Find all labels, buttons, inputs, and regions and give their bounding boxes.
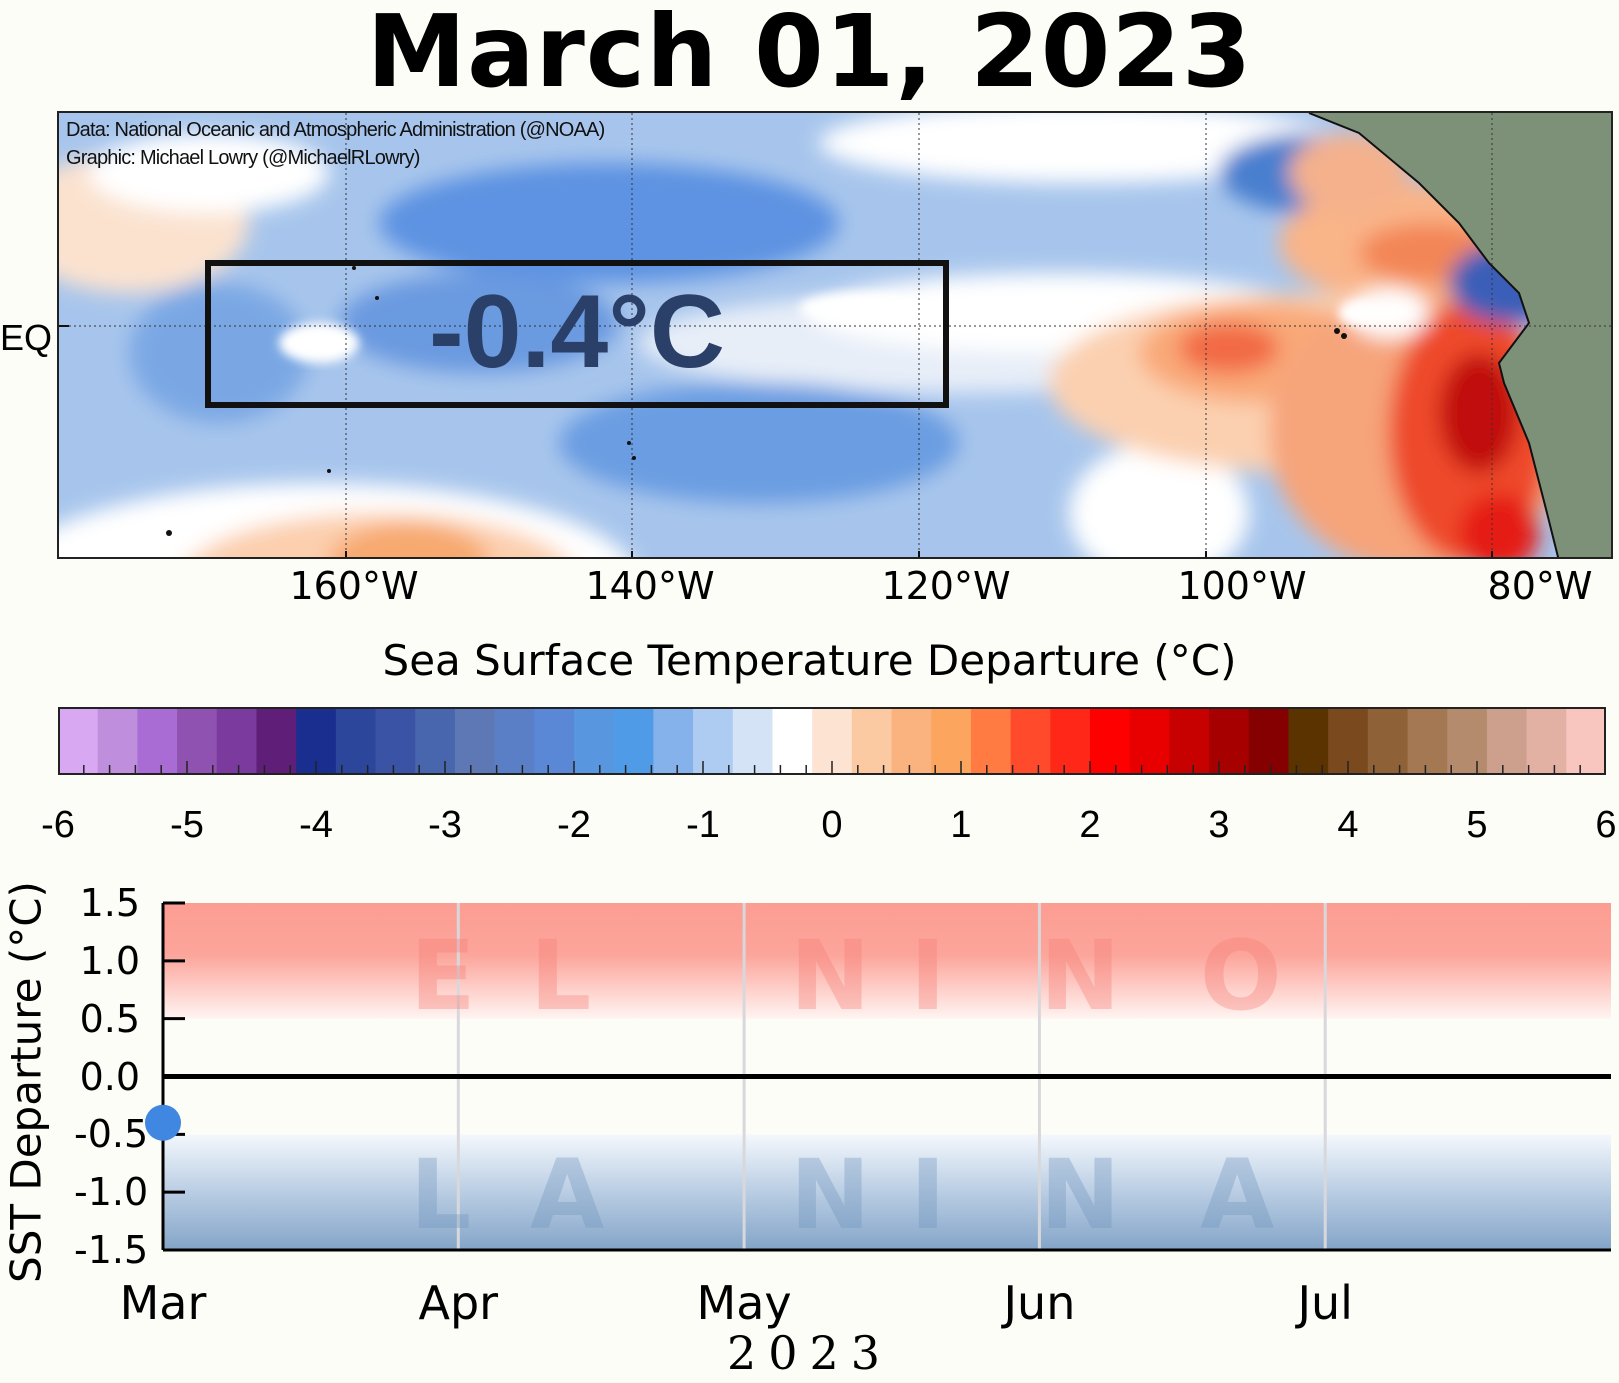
colorbar-swatch bbox=[216, 707, 258, 775]
colorbar-tick-label: -5 bbox=[170, 804, 204, 846]
nino34-region-box bbox=[205, 260, 949, 408]
month-label: Jul bbox=[1297, 1276, 1353, 1330]
plot-frame bbox=[161, 901, 1611, 1252]
colorbar-swatch bbox=[1447, 707, 1488, 775]
month-label: Apr bbox=[418, 1276, 499, 1330]
colorbar-swatch bbox=[97, 707, 138, 775]
colorbar-tick-label: -1 bbox=[686, 804, 720, 846]
colorbar-swatch bbox=[415, 707, 456, 775]
colorbar-swatch bbox=[1090, 707, 1131, 775]
phase-letter: O bbox=[1200, 920, 1282, 1032]
colorbar-tick-label: -4 bbox=[299, 804, 333, 846]
colorbar-swatch bbox=[1526, 707, 1567, 775]
y-tick-label: 1.5 bbox=[79, 881, 140, 925]
equator-label: EQ bbox=[0, 317, 53, 358]
sst-anomaly-map: Data: National Oceanic and Atmospheric A… bbox=[57, 111, 1613, 559]
colorbar-swatch bbox=[653, 707, 694, 775]
colorbar-swatch bbox=[1209, 707, 1250, 775]
nino34-value: -0.4°C bbox=[429, 274, 725, 390]
colorbar-tick-label: -6 bbox=[41, 804, 75, 846]
phase-letter: A bbox=[530, 1139, 605, 1251]
phase-letter: N bbox=[790, 1139, 871, 1251]
colorbar-swatch bbox=[1169, 707, 1210, 775]
colorbar-swatch bbox=[613, 707, 654, 775]
colorbar-swatch bbox=[1248, 707, 1290, 775]
y-axis-label: SST Departure (°C) bbox=[1, 881, 51, 1283]
phase-letter: N bbox=[1040, 920, 1121, 1032]
colorbar-swatch bbox=[970, 707, 1012, 775]
colorbar-swatch bbox=[851, 707, 893, 775]
y-tick-label: 1.0 bbox=[79, 938, 140, 983]
colorbar-swatch bbox=[137, 707, 178, 775]
el-nino-band bbox=[163, 903, 1611, 1019]
colorbar-tick-label: 6 bbox=[1595, 804, 1617, 846]
colorbar-tick-label: 4 bbox=[1337, 804, 1359, 846]
colorbar-swatch bbox=[58, 707, 99, 775]
colorbar-swatch bbox=[534, 707, 575, 775]
colorbar-tick-label: 1 bbox=[950, 804, 972, 846]
colorbar-swatch bbox=[494, 707, 535, 775]
colorbar-swatch bbox=[1367, 707, 1409, 775]
colorbar-swatch bbox=[1050, 707, 1091, 775]
colorbar-swatch bbox=[177, 707, 218, 775]
colorbar-swatch bbox=[375, 707, 416, 775]
colorbar-swatch bbox=[454, 707, 496, 775]
colorbar-swatch bbox=[891, 707, 932, 775]
phase-letter: I bbox=[910, 1139, 946, 1251]
phase-letter: N bbox=[1040, 1139, 1121, 1251]
year-label: 2023 bbox=[726, 1326, 893, 1380]
y-tick-label: 0.5 bbox=[79, 996, 140, 1041]
colorbar-swatch bbox=[772, 707, 813, 775]
colorbar-tick-label: 3 bbox=[1208, 804, 1230, 846]
month-label: Mar bbox=[119, 1276, 207, 1330]
phase-letter: L bbox=[530, 920, 592, 1032]
colorbar-swatch bbox=[1129, 707, 1170, 775]
data-point bbox=[145, 1104, 181, 1141]
colorbar-swatch bbox=[574, 707, 615, 775]
colorbar bbox=[58, 707, 1606, 775]
colorbar-swatch bbox=[693, 707, 734, 775]
phase-letter: E bbox=[410, 920, 476, 1032]
data-points bbox=[145, 1104, 181, 1141]
colorbar-swatch bbox=[1566, 707, 1606, 775]
longitude-label: 140°W bbox=[585, 564, 715, 608]
la-nina-band bbox=[163, 1134, 1611, 1250]
colorbar-swatch bbox=[1486, 707, 1528, 775]
y-tick-label: -0.5 bbox=[74, 1112, 149, 1157]
longitude-label: 120°W bbox=[881, 564, 1011, 608]
colorbar-tick-label: 5 bbox=[1466, 804, 1488, 846]
colorbar-swatch bbox=[256, 707, 297, 775]
colorbar-swatch bbox=[1407, 707, 1448, 775]
phase-letter: I bbox=[910, 920, 946, 1032]
colorbar-tick-label: -2 bbox=[557, 804, 591, 846]
colorbar-tick-label: 2 bbox=[1079, 804, 1101, 846]
y-tick-label: -1.5 bbox=[74, 1228, 149, 1272]
colorbar-tick-label: -3 bbox=[428, 804, 462, 846]
phase-letter: L bbox=[410, 1139, 472, 1251]
longitude-label: 80°W bbox=[1487, 564, 1593, 608]
colorbar-title: Sea Surface Temperature Departure (°C) bbox=[382, 636, 1237, 685]
land-mass bbox=[1309, 113, 1611, 557]
phase-letter: N bbox=[790, 920, 871, 1032]
month-label: May bbox=[696, 1276, 792, 1330]
colorbar-swatch bbox=[1010, 707, 1051, 775]
page-title: March 01, 2023 bbox=[366, 0, 1253, 110]
colorbar-swatch bbox=[732, 707, 774, 775]
graphic-credit: Graphic: Michael Lowry (@MichaelRLowry) bbox=[66, 147, 420, 169]
colorbar-swatch bbox=[335, 707, 377, 775]
phase-letter: A bbox=[1200, 1139, 1275, 1251]
colorbar-tick-label: 0 bbox=[821, 804, 843, 846]
y-tick-label: 0.0 bbox=[79, 1054, 140, 1099]
data-credit: Data: National Oceanic and Atmospheric A… bbox=[66, 119, 605, 141]
y-tick-label: -1.0 bbox=[74, 1170, 149, 1215]
longitude-label: 100°W bbox=[1177, 564, 1307, 608]
sst-timeseries-chart bbox=[145, 901, 1611, 1252]
sst-map-canvas bbox=[59, 113, 1611, 557]
colorbar-swatch bbox=[931, 707, 972, 775]
longitude-label: 160°W bbox=[289, 564, 419, 608]
colorbar-swatch bbox=[1288, 707, 1329, 775]
month-label: Jun bbox=[1003, 1276, 1076, 1330]
